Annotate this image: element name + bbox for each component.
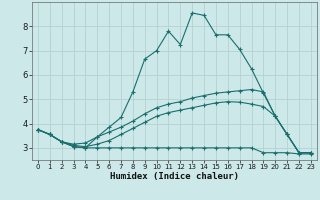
X-axis label: Humidex (Indice chaleur): Humidex (Indice chaleur) bbox=[110, 172, 239, 181]
